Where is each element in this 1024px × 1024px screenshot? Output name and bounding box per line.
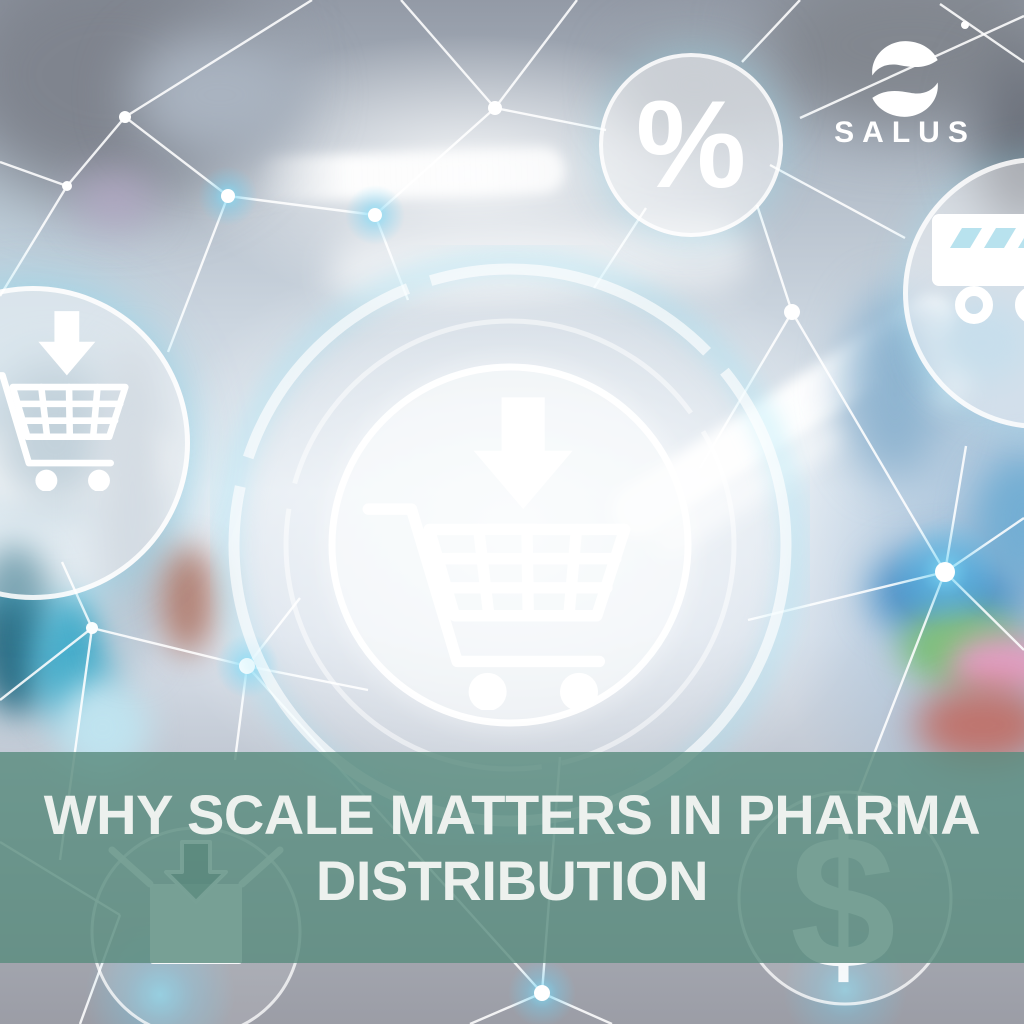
percent-icon: % <box>599 53 783 237</box>
headline-line-2: DISTRIBUTION <box>315 849 709 912</box>
cart-download-icon <box>362 397 631 710</box>
headline-text: WHY SCALE MATTERS IN PHARMA DISTRIBUTION <box>0 782 1024 914</box>
delivery-truck-icon <box>932 214 1024 324</box>
headline-line-1: WHY SCALE MATTERS IN PHARMA <box>43 783 981 846</box>
headline-banner <box>0 752 1024 963</box>
salus-wordmark: SALUS <box>834 116 976 149</box>
salus-s-swirl-icon <box>872 41 938 117</box>
percent-glyph: % <box>635 76 747 214</box>
salus-logo: SALUS <box>800 30 1010 160</box>
cart-download-icon <box>0 311 129 491</box>
